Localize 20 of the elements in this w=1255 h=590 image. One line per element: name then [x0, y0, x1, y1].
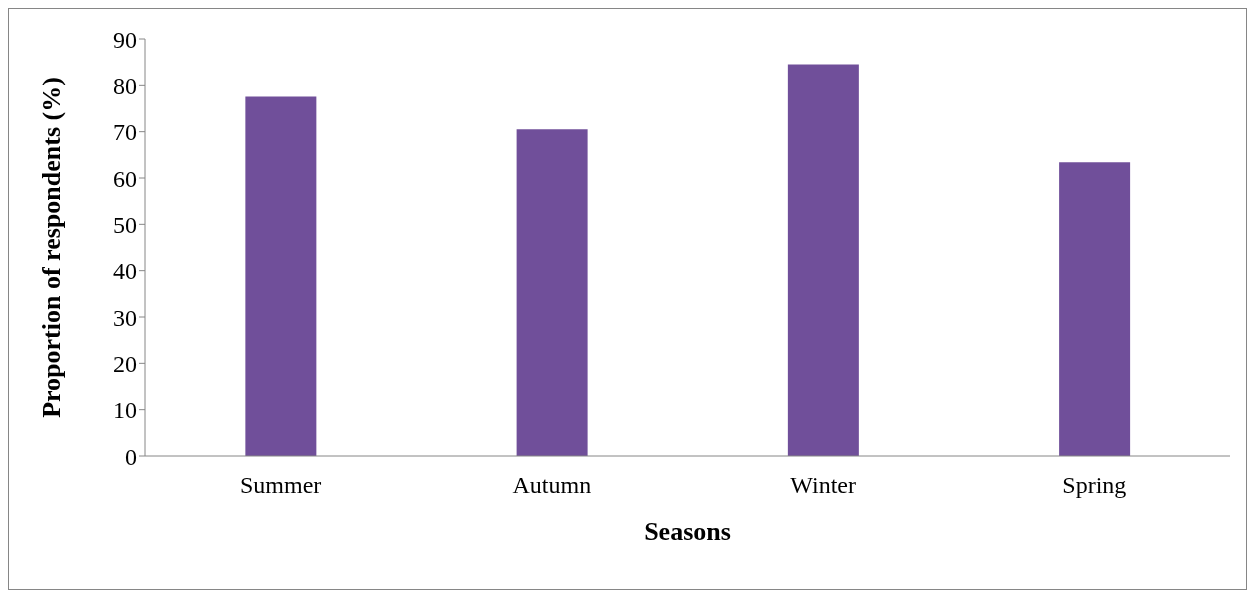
y-tick-label: 90	[113, 26, 137, 53]
y-tick-label: 80	[113, 72, 137, 99]
x-tick-label: Winter	[790, 472, 856, 499]
y-tick-label: 70	[113, 119, 137, 146]
bar	[787, 64, 859, 456]
y-axis-title: Proportion of respondents (%)	[37, 77, 67, 418]
y-tick-label: 20	[113, 350, 137, 377]
bar	[245, 96, 317, 456]
x-tick-label: Autumn	[512, 472, 592, 499]
y-tick-label: 40	[113, 258, 137, 285]
x-tick-label: Summer	[239, 472, 322, 499]
y-tick-label: 30	[113, 304, 137, 331]
x-tick-label: Spring	[1062, 472, 1127, 499]
y-tick-label: 10	[113, 397, 137, 424]
bar	[1059, 162, 1131, 456]
x-axis-title: Seasons	[644, 517, 731, 546]
y-tick-label: 0	[125, 443, 137, 470]
y-tick-label: 50	[113, 211, 137, 238]
y-tick-label: 60	[113, 165, 137, 192]
bar	[516, 129, 588, 456]
